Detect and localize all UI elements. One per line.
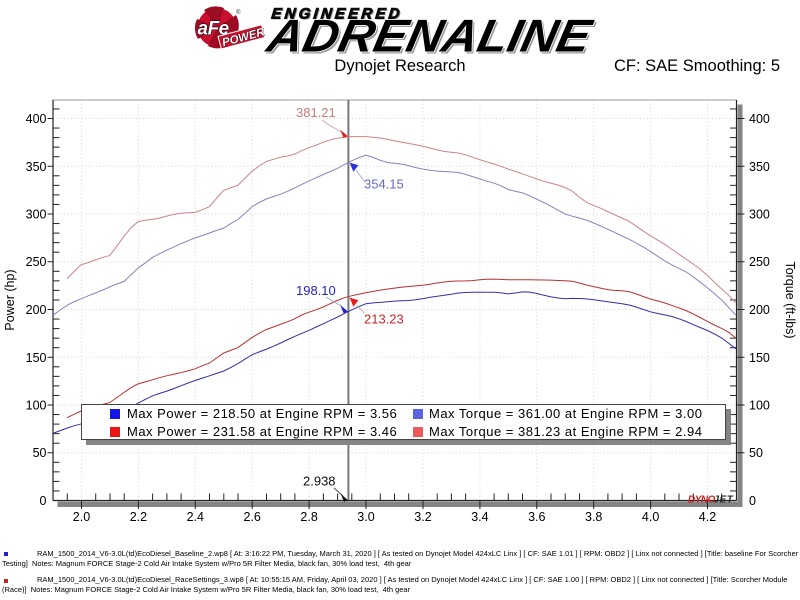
svg-text:400: 400 xyxy=(749,112,770,126)
svg-text:350: 350 xyxy=(749,160,770,174)
svg-text:200: 200 xyxy=(26,303,47,317)
svg-text:ADRENALINE: ADRENALINE xyxy=(262,10,598,62)
svg-text:0: 0 xyxy=(749,494,756,508)
svg-text:aFe: aFe xyxy=(198,19,230,40)
svg-text:354.15: 354.15 xyxy=(364,177,404,192)
svg-text:4.0: 4.0 xyxy=(642,510,659,524)
svg-text:ADRENALINE: ADRENALINE xyxy=(264,13,600,65)
svg-text:2.4: 2.4 xyxy=(187,510,204,524)
svg-text:Power (hp): Power (hp) xyxy=(3,269,17,330)
svg-text:ENGINEERED: ENGINEERED xyxy=(272,7,405,24)
svg-text:198.10: 198.10 xyxy=(296,283,336,298)
svg-text:0: 0 xyxy=(40,494,47,508)
svg-text:DYNO: DYNO xyxy=(688,495,716,506)
svg-text:400: 400 xyxy=(26,112,47,126)
svg-text:3.4: 3.4 xyxy=(471,510,488,524)
svg-text:300: 300 xyxy=(26,208,47,222)
svg-text:2.6: 2.6 xyxy=(244,510,261,524)
svg-text:2.0: 2.0 xyxy=(73,510,90,524)
svg-text:4.2: 4.2 xyxy=(699,510,716,524)
svg-text:350: 350 xyxy=(26,160,47,174)
svg-text:3.6: 3.6 xyxy=(528,510,545,524)
svg-text:50: 50 xyxy=(33,446,47,460)
svg-text:2.8: 2.8 xyxy=(300,510,317,524)
svg-text:200: 200 xyxy=(749,303,770,317)
svg-text:®: ® xyxy=(236,9,241,16)
svg-text:381.21: 381.21 xyxy=(296,105,336,120)
svg-text:3.2: 3.2 xyxy=(414,510,431,524)
svg-text:3.0: 3.0 xyxy=(357,510,374,524)
svg-text:ENGINEERED: ENGINEERED xyxy=(271,6,404,23)
svg-text:3.8: 3.8 xyxy=(585,510,602,524)
svg-text:JET: JET xyxy=(714,495,734,506)
svg-text:ENGINEERED: ENGINEERED xyxy=(271,6,404,23)
svg-text:250: 250 xyxy=(26,255,47,269)
svg-text:2.2: 2.2 xyxy=(130,510,147,524)
svg-text:2.938: 2.938 xyxy=(303,474,336,489)
svg-text:150: 150 xyxy=(749,351,770,365)
svg-text:Torque (ft-lbs): Torque (ft-lbs) xyxy=(783,261,797,338)
svg-text:213.23: 213.23 xyxy=(364,312,404,327)
svg-text:100: 100 xyxy=(26,399,47,413)
svg-text:250: 250 xyxy=(749,255,770,269)
svg-text:150: 150 xyxy=(26,351,47,365)
svg-text:100: 100 xyxy=(749,399,770,413)
svg-text:50: 50 xyxy=(749,446,763,460)
svg-text:300: 300 xyxy=(749,208,770,222)
